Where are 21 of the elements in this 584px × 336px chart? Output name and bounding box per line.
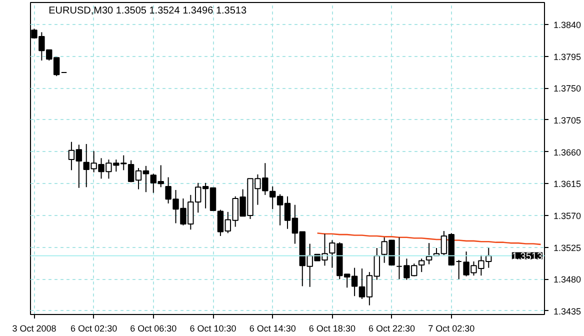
x-tick-label: 3 Oct 2008	[12, 324, 56, 334]
y-tick-label: 1.3480	[554, 274, 582, 285]
y-tick-label: 1.3570	[554, 210, 582, 221]
x-tick-label: 7 Oct 02:30	[428, 324, 475, 334]
y-tick-label: 1.3435	[554, 306, 582, 316]
x-tick-label: 6 Oct 18:30	[308, 324, 356, 334]
y-tick-label: 1.3660	[554, 147, 582, 158]
y-tick-label: 1.3750	[554, 84, 582, 94]
y-tick-label: 1.3525	[554, 242, 582, 253]
x-tick-label: 6 Oct 22:30	[368, 324, 416, 334]
y-tick-label: 1.3705	[554, 115, 582, 126]
x-tick-label: 6 Oct 06:30	[130, 324, 177, 334]
y-tick-label: 1.3795	[554, 52, 582, 62]
chart-title: EURUSD,M30 1.3505 1.3524 1.3496 1.3513	[48, 6, 247, 16]
y-tick-label: 1.3615	[554, 179, 582, 190]
ref-line-label: 1.3513	[512, 251, 543, 262]
x-tick-label: 6 Oct 14:30	[249, 324, 296, 334]
x-tick-label: 6 Oct 02:30	[70, 324, 118, 334]
x-tick-label: 6 Oct 10:30	[190, 324, 236, 334]
y-tick-label: 1.3840	[554, 20, 582, 30]
candlestick	[418, 258, 425, 273]
